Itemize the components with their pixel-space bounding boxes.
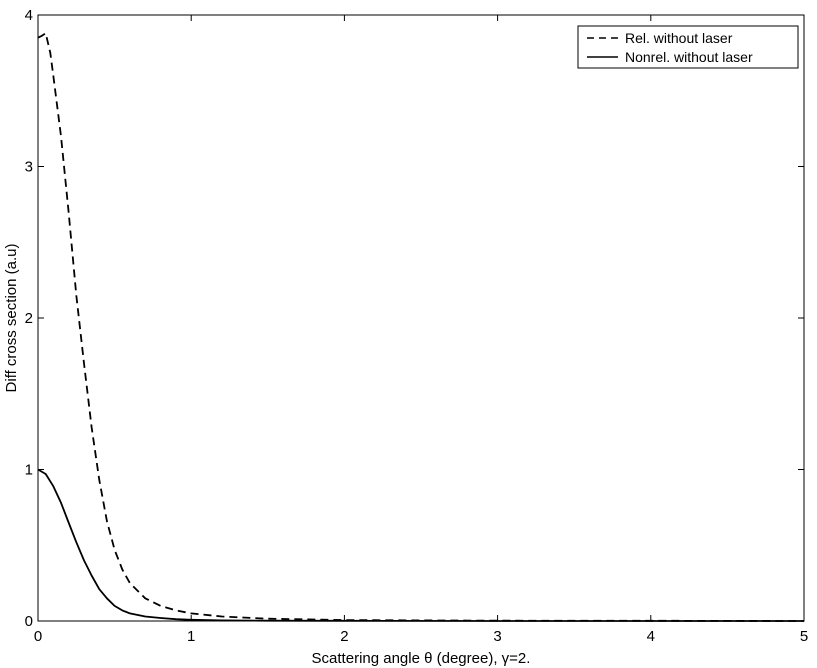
x-tick-label: 4	[647, 628, 655, 645]
x-tick-label: 1	[187, 628, 195, 645]
legend: Rel. without laser Nonrel. without laser	[577, 25, 799, 69]
x-tick-label: 3	[493, 628, 501, 645]
x-tick-label: 0	[34, 628, 42, 645]
y-tick-label: 4	[25, 7, 33, 24]
y-tick-label: 2	[25, 310, 33, 327]
series-lines	[37, 32, 805, 622]
y-tick-label: 1	[25, 462, 33, 479]
x-tick-label: 2	[340, 628, 348, 645]
legend-label-nonrel: Nonrel. without laser	[625, 49, 753, 65]
legend-label-rel: Rel. without laser	[625, 30, 733, 46]
series-line-nonrel	[37, 468, 804, 622]
axis-tick-labels: 0 1 2 3 4 5 0 1 2 3 4	[25, 7, 809, 645]
y-tick-label: 3	[25, 159, 33, 176]
series-line-rel	[37, 32, 805, 622]
x-axis-label: Scattering angle θ (degree), γ=2.	[312, 650, 531, 667]
axis-ticks	[37, 14, 805, 622]
legend-box	[577, 25, 799, 69]
plot-frame	[37, 14, 805, 622]
x-tick-label: 5	[800, 628, 808, 645]
y-tick-label: 0	[25, 613, 33, 630]
y-axis-label: Diff cross section (a.u)	[3, 244, 20, 393]
